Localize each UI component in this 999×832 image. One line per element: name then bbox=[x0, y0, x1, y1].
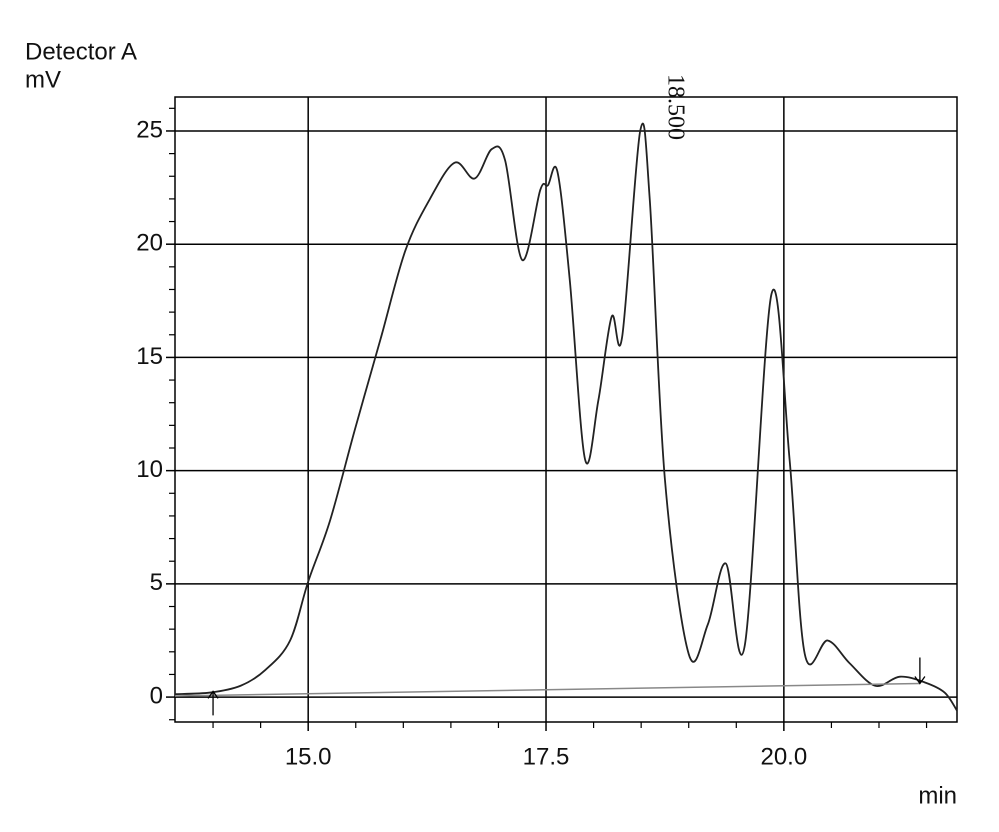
y-tick-label: 5 bbox=[150, 569, 163, 596]
y-axis-label: Detector A bbox=[25, 38, 137, 65]
peak-annotation: 18.500 bbox=[663, 74, 689, 140]
start-marker bbox=[207, 690, 219, 716]
y-axis-unit: mV bbox=[25, 66, 61, 93]
x-tick-label: 20.0 bbox=[760, 743, 807, 770]
y-tick-label: 20 bbox=[136, 230, 163, 257]
plot-frame bbox=[174, 96, 958, 723]
line-series bbox=[174, 122, 958, 712]
y-tick-label: 0 bbox=[150, 682, 163, 709]
y-tick-label: 15 bbox=[136, 343, 163, 370]
end-marker bbox=[914, 657, 926, 685]
x-tick-label: 17.5 bbox=[523, 743, 570, 770]
x-tick-label: 15.0 bbox=[285, 743, 332, 770]
y-tick-label: 10 bbox=[136, 456, 163, 483]
line-series bbox=[174, 682, 920, 697]
x-axis-label: min bbox=[918, 782, 957, 809]
y-tick-label: 25 bbox=[136, 116, 163, 143]
